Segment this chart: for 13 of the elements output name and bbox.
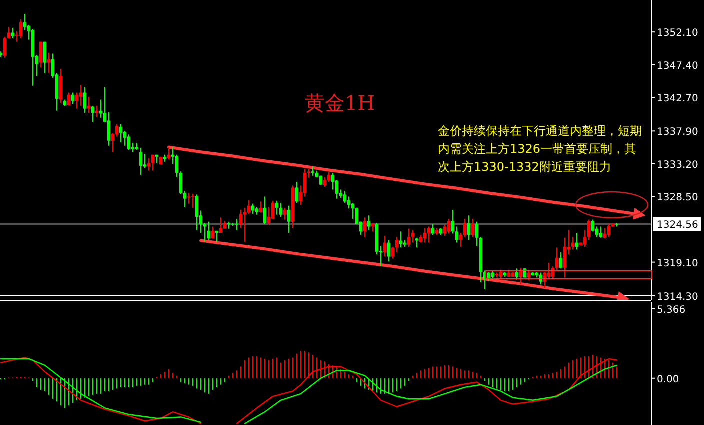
y-tick-label: 0.00 — [657, 374, 680, 386]
ref-line-label: 1324.56 — [657, 220, 698, 232]
text: 黄金1H — [304, 91, 376, 115]
y-tick-label: 1352.10 — [657, 28, 698, 40]
y-tick-label: 1314.30 — [657, 292, 698, 303]
annotation: 金价持续保持在下行通道内整理，短期内需关注上方1326一带首要压制，其次上方1330-1332附近重要阻力 — [438, 123, 643, 176]
y-tick-label: 1319.10 — [657, 258, 698, 270]
y-tick-label: 1328.50 — [657, 192, 698, 204]
y-tick-label: 5.366 — [657, 304, 686, 316]
y-tick-label: 1347.40 — [657, 60, 698, 72]
y-tick-label: 1342.70 — [657, 94, 698, 105]
y-tick-label: 1333.20 — [657, 160, 698, 171]
y-tick-label: 1337.90 — [657, 127, 698, 138]
